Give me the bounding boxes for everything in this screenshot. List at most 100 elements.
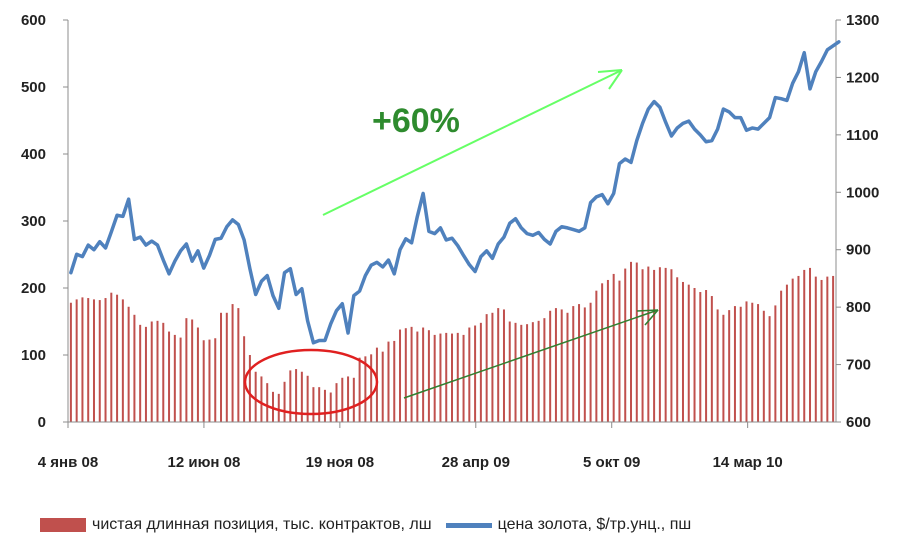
bar — [508, 321, 511, 422]
trend-arrow-position — [403, 309, 659, 399]
bar — [589, 302, 592, 422]
y-tick-label-right: 1200 — [846, 69, 879, 86]
bar — [231, 304, 234, 422]
x-tick-label: 28 апр 09 — [442, 454, 510, 471]
y-tick-label-right: 700 — [846, 357, 871, 374]
bar — [630, 261, 633, 422]
bar — [647, 266, 650, 422]
bar — [572, 306, 575, 422]
bar — [676, 277, 679, 422]
y-tick-label-right: 1000 — [846, 184, 879, 201]
bar — [445, 332, 448, 422]
bar — [323, 389, 326, 422]
bar — [745, 301, 748, 422]
bar — [595, 290, 598, 422]
bar — [162, 322, 165, 422]
bar — [543, 318, 546, 422]
bar — [352, 377, 355, 422]
bar — [803, 269, 806, 422]
legend-label-line: цена золота, $/тр.унц., пш — [497, 516, 692, 533]
bar — [260, 376, 263, 422]
y-tick-label-right: 1300 — [846, 12, 879, 29]
bar — [358, 357, 361, 422]
legend-label-bar: чистая длинная позиция, тыс. контрактов,… — [92, 516, 432, 533]
legend: чистая длинная позиция, тыс. контрактов,… — [40, 512, 691, 538]
bar — [404, 328, 407, 422]
bar — [531, 322, 534, 422]
x-tick-label: 5 окт 09 — [583, 454, 640, 471]
x-tick-label: 12 июн 08 — [168, 454, 241, 471]
bar — [554, 308, 557, 422]
bar — [728, 310, 731, 422]
legend-swatch-line — [445, 522, 492, 528]
bar — [341, 377, 344, 422]
bar — [295, 369, 298, 422]
bar — [427, 330, 430, 422]
bar — [156, 320, 159, 422]
bar — [549, 310, 552, 422]
bar — [502, 309, 505, 422]
highlight-ellipse — [243, 348, 379, 416]
bar — [814, 276, 817, 422]
bar — [283, 381, 286, 422]
bar — [370, 354, 373, 422]
bar — [606, 279, 609, 422]
bar — [716, 309, 719, 422]
bar — [583, 307, 586, 422]
bar — [422, 327, 425, 422]
bar — [624, 268, 627, 422]
bar — [144, 326, 147, 422]
bar — [774, 305, 777, 422]
x-tick-label: 4 янв 08 — [38, 454, 98, 471]
bar — [69, 302, 72, 422]
bar — [699, 292, 702, 422]
bar — [300, 371, 303, 422]
y-tick-label-left: 200 — [21, 280, 46, 297]
bar — [658, 267, 661, 422]
bar — [451, 333, 453, 422]
y-tick-label-right: 1100 — [846, 127, 879, 144]
y-tick-label-right: 900 — [846, 242, 871, 259]
trend-arrow-position-head — [636, 309, 659, 326]
bar — [237, 308, 240, 422]
bar — [116, 294, 119, 422]
bar — [479, 322, 482, 422]
bar — [757, 304, 760, 422]
x-tick-label: 19 ноя 08 — [306, 454, 374, 471]
bar — [127, 306, 130, 422]
bar — [81, 297, 84, 422]
bar — [312, 387, 315, 422]
bar — [185, 318, 188, 422]
annotation-plus-60: +60% — [372, 102, 460, 140]
bar — [179, 337, 182, 422]
bar — [266, 383, 269, 422]
bar — [214, 338, 217, 422]
y-tick-label-right: 600 — [846, 414, 871, 431]
bar — [537, 320, 540, 422]
bar — [335, 383, 338, 422]
bar — [826, 276, 829, 422]
bar — [739, 306, 742, 422]
bar — [780, 290, 783, 422]
bar — [104, 298, 107, 422]
bar — [416, 331, 419, 422]
bar — [225, 312, 228, 422]
bar — [705, 290, 708, 422]
bar — [329, 392, 332, 422]
y-tick-label-left: 500 — [21, 79, 46, 96]
y-tick-label-left: 600 — [21, 12, 46, 29]
bar — [664, 267, 667, 422]
bar — [578, 304, 581, 422]
bar — [220, 312, 223, 422]
bar — [768, 316, 771, 422]
bar — [785, 284, 788, 422]
bar — [248, 355, 251, 422]
bar — [439, 333, 442, 422]
bar — [139, 324, 142, 422]
y-tick-label-right: 800 — [846, 299, 871, 316]
bar — [208, 339, 211, 422]
trend-arrow-price-head — [597, 69, 623, 90]
bar — [751, 302, 754, 422]
bar — [364, 356, 367, 422]
bar — [110, 292, 113, 422]
